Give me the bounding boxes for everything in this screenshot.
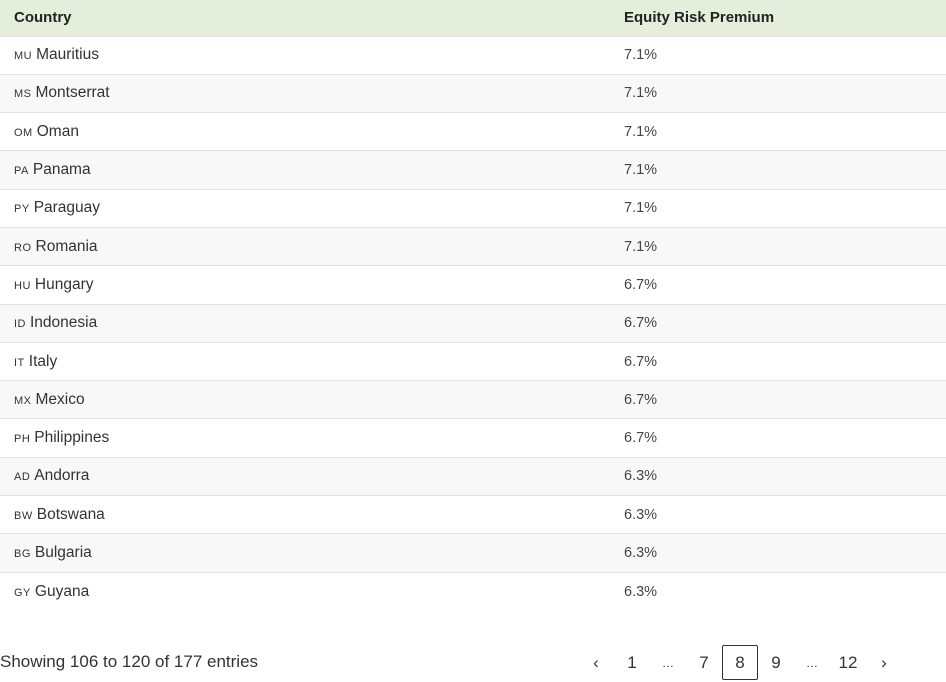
table-row: PH Philippines 6.7% xyxy=(0,418,946,458)
erp-cell: 7.1% xyxy=(610,35,946,75)
country-code: RO xyxy=(14,241,32,254)
erp-cell: 6.7% xyxy=(610,380,946,419)
country-code: IT xyxy=(14,356,25,369)
erp-cell: 6.3% xyxy=(610,456,946,496)
country-code: PA xyxy=(14,165,29,178)
pagination-ellipsis: … xyxy=(662,655,674,670)
pagination: ‹ 1 … 7 8 9 … 12 › xyxy=(578,645,902,680)
header-equity-risk-premium[interactable]: Equity Risk Premium xyxy=(610,0,946,36)
table-row: AD Andorra 6.3% xyxy=(0,456,946,496)
country-name: Bulgaria xyxy=(34,544,92,561)
table-row: MU Mauritius 7.1% xyxy=(0,35,946,75)
erp-cell: 6.3% xyxy=(610,533,946,573)
erp-cell: 6.3% xyxy=(610,571,946,611)
erp-cell: 7.1% xyxy=(610,226,946,266)
country-code: HU xyxy=(14,279,31,292)
page-button-12[interactable]: 12 xyxy=(838,652,858,672)
country-name: Romania xyxy=(35,237,98,255)
country-name: Mexico xyxy=(35,390,85,408)
next-page-button[interactable]: › xyxy=(881,652,887,672)
erp-cell: 7.1% xyxy=(610,150,946,190)
prev-page-button[interactable]: ‹ xyxy=(593,652,599,672)
country-code: MX xyxy=(14,394,32,407)
equity-risk-table: Country Equity Risk Premium MU Mauritius 7… xyxy=(0,0,946,611)
country-code: AD xyxy=(14,471,31,484)
country-cell: PH Philippines xyxy=(0,418,610,458)
country-name: Italy xyxy=(28,352,58,370)
erp-cell: 6.3% xyxy=(610,495,946,534)
country-cell: MU Mauritius xyxy=(0,35,610,75)
country-cell: IT Italy xyxy=(0,341,610,381)
country-name: Oman xyxy=(36,122,79,140)
country-name: Panama xyxy=(32,161,91,179)
country-cell: BW Botswana xyxy=(0,495,610,534)
country-code: BW xyxy=(14,509,33,522)
pagination-ellipsis: … xyxy=(806,655,818,670)
table-row: RO Romania 7.1% xyxy=(0,226,946,266)
erp-cell: 6.7% xyxy=(610,265,946,305)
table-row: GY Guyana 6.3% xyxy=(0,571,946,611)
country-code: ID xyxy=(14,318,26,331)
country-code: GY xyxy=(14,586,31,599)
table-row: PY Paraguay 7.1% xyxy=(0,188,946,228)
page-button-9[interactable]: 9 xyxy=(771,652,781,672)
table-row: HU Hungary 6.7% xyxy=(0,265,946,305)
country-cell: MS Montserrat xyxy=(0,73,610,113)
country-name: Paraguay xyxy=(33,199,101,217)
country-code: MU xyxy=(14,50,33,63)
country-cell: RO Romania xyxy=(0,226,610,266)
country-code: PY xyxy=(14,203,30,216)
country-cell: HU Hungary xyxy=(0,265,610,305)
erp-cell: 7.1% xyxy=(610,73,946,113)
country-code: OM xyxy=(14,126,33,139)
erp-cell: 6.7% xyxy=(610,418,946,458)
table-row: IT Italy 6.7% xyxy=(0,341,946,381)
country-cell: MX Mexico xyxy=(0,380,610,419)
country-cell: PY Paraguay xyxy=(0,188,610,228)
erp-cell: 6.7% xyxy=(610,341,946,381)
page-button-1[interactable]: 1 xyxy=(627,652,637,672)
erp-cell: 7.1% xyxy=(610,188,946,228)
country-cell: AD Andorra xyxy=(0,456,610,496)
country-cell: BG Bulgaria xyxy=(0,533,610,573)
table-row: BG Bulgaria 6.3% xyxy=(0,533,946,573)
country-name: Mauritius xyxy=(36,46,99,64)
country-cell: PA Panama xyxy=(0,150,610,190)
table-row: BW Botswana 6.3% xyxy=(0,495,946,534)
country-code: MS xyxy=(14,88,32,101)
entries-info: Showing 106 to 120 of 177 entries xyxy=(0,652,259,671)
erp-cell: 6.7% xyxy=(610,303,946,343)
country-cell: GY Guyana xyxy=(0,571,610,611)
page-button-8[interactable]: 8 xyxy=(722,645,758,680)
country-cell: OM Oman xyxy=(0,112,610,151)
country-name: Andorra xyxy=(34,467,90,485)
country-code: PH xyxy=(14,433,31,446)
header-country[interactable]: Country xyxy=(0,0,610,36)
country-name: Botswana xyxy=(36,505,105,523)
page-button-7[interactable]: 7 xyxy=(699,652,709,672)
table-row: OM Oman 7.1% xyxy=(0,112,946,151)
country-name: Montserrat xyxy=(35,84,110,102)
country-code: BG xyxy=(14,548,31,560)
country-name: Indonesia xyxy=(30,314,98,332)
erp-cell: 7.1% xyxy=(610,112,946,151)
table-row: ID Indonesia 6.7% xyxy=(0,303,946,343)
country-name: Guyana xyxy=(34,582,90,600)
country-cell: ID Indonesia xyxy=(0,303,610,343)
table-header: Country Equity Risk Premium xyxy=(0,0,946,36)
table-row: PA Panama 7.1% xyxy=(0,150,946,190)
country-name: Hungary xyxy=(34,275,94,293)
table-row: MX Mexico 6.7% xyxy=(0,380,946,419)
table-row: MS Montserrat 7.1% xyxy=(0,73,946,113)
country-name: Philippines xyxy=(34,429,110,447)
